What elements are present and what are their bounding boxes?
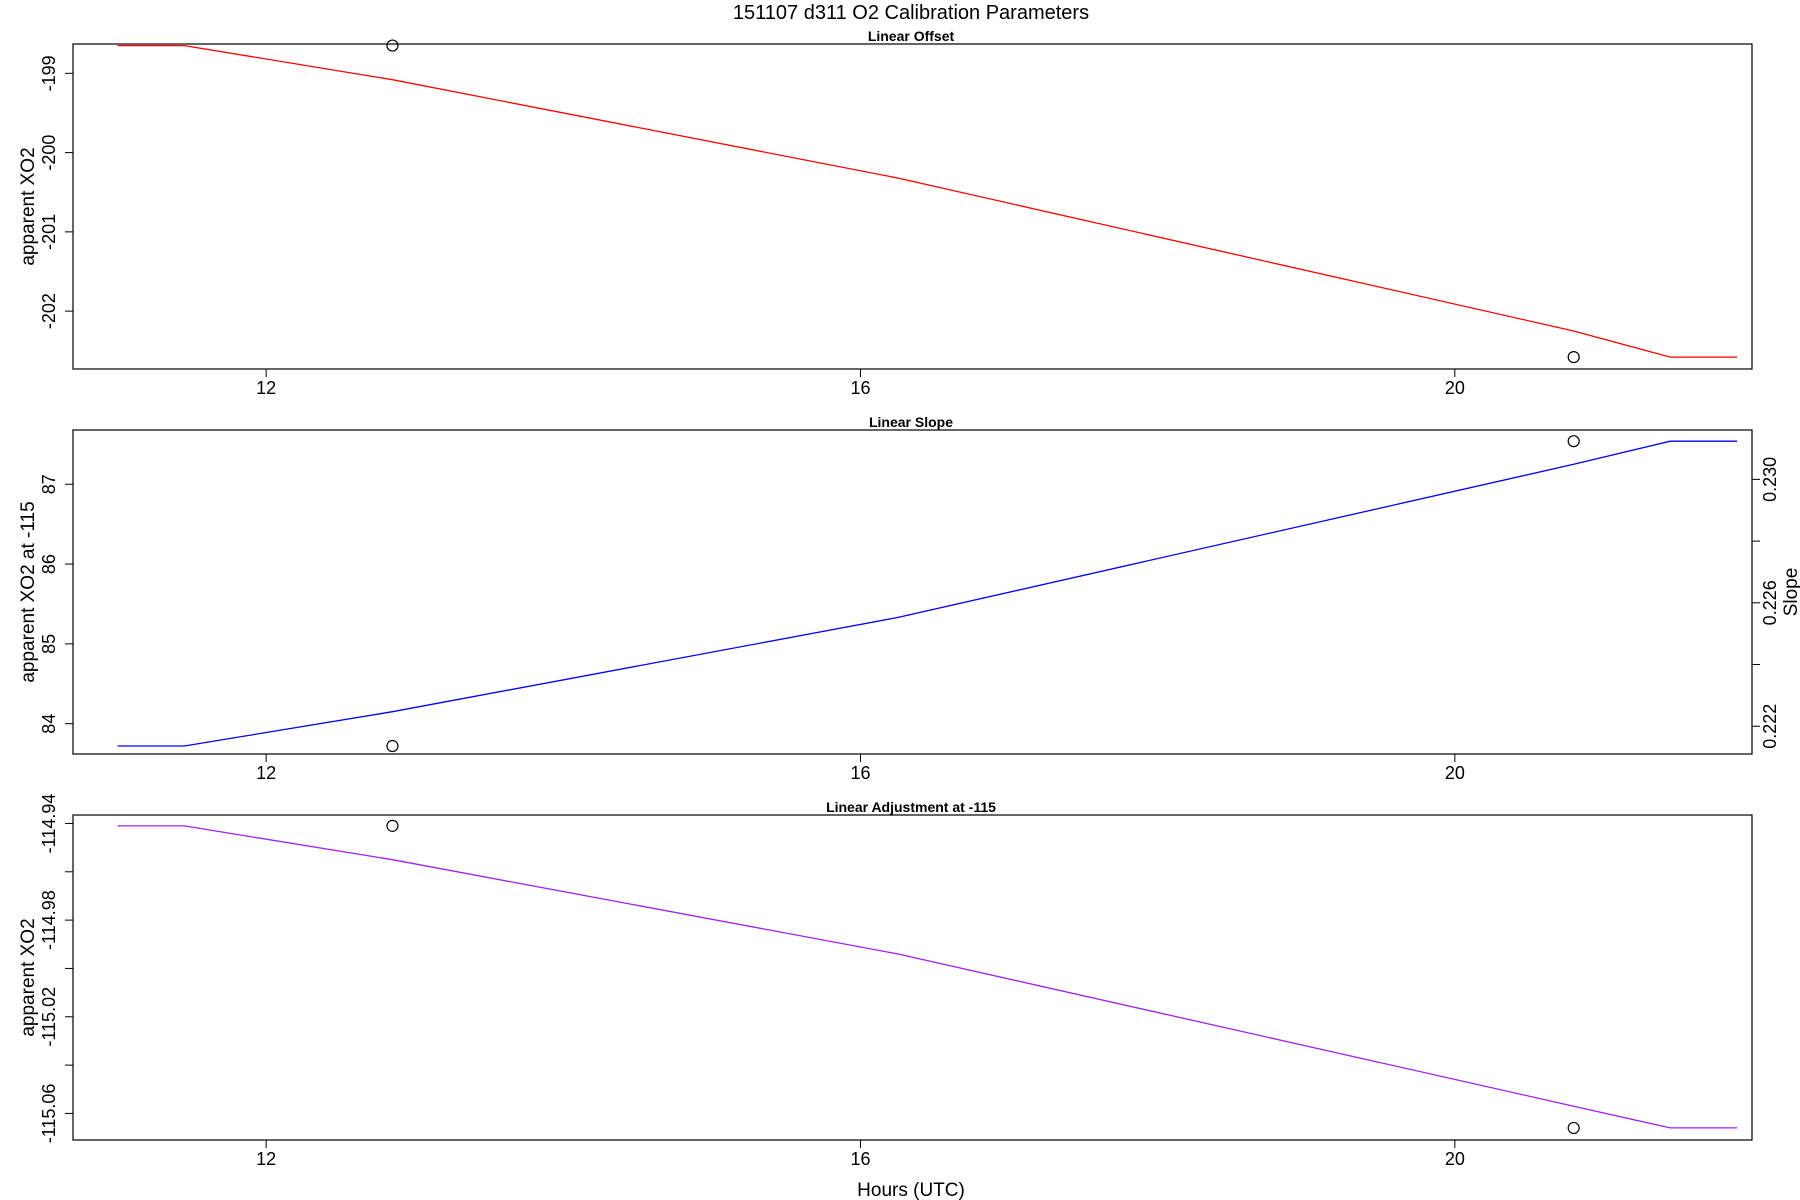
chart-panel: Linear Offset 12 16 20 -199 -200 -201 -202 appar… bbox=[18, 28, 1753, 398]
x-tick-label: 12 bbox=[256, 378, 276, 398]
y-axis-label: apparent XO2 at -115 bbox=[18, 501, 39, 682]
y-tick-label: 87 bbox=[39, 474, 59, 494]
panel-title: Linear Adjustment at -115 bbox=[826, 799, 996, 815]
right-y-tick-label: 0.222 bbox=[1760, 704, 1780, 749]
y-tick-label: -200 bbox=[39, 135, 59, 171]
x-tick-label: 12 bbox=[256, 763, 276, 783]
y-tick-label: -115.06 bbox=[39, 1084, 59, 1144]
x-tick-label: 20 bbox=[1445, 378, 1465, 398]
plot-frame bbox=[72, 429, 1753, 755]
y-tick-label: -114.98 bbox=[39, 890, 59, 950]
series-line bbox=[117, 825, 1738, 1129]
y-axis-label: apparent XO2 bbox=[18, 918, 39, 1036]
series-line bbox=[117, 44, 1738, 358]
x-tick-label: 20 bbox=[1445, 1149, 1465, 1169]
y-tick-label: 84 bbox=[39, 714, 59, 734]
data-point bbox=[1567, 351, 1580, 364]
data-point bbox=[386, 39, 399, 52]
plot-frame bbox=[72, 43, 1753, 370]
y-tick-label: 85 bbox=[39, 634, 59, 654]
right-y-tick-label: 0.226 bbox=[1760, 580, 1780, 625]
data-point bbox=[386, 739, 399, 753]
plot-frame bbox=[72, 814, 1753, 1141]
x-tick-label: 12 bbox=[256, 1149, 276, 1169]
panel-title: Linear Offset bbox=[868, 28, 955, 44]
data-point bbox=[1567, 1121, 1580, 1135]
data-point bbox=[1567, 435, 1580, 448]
x-axis-label: Hours (UTC) bbox=[857, 1180, 965, 1200]
panel-title: Linear Slope bbox=[869, 414, 953, 430]
y-tick-label: -202 bbox=[39, 293, 59, 329]
x-tick-label: 16 bbox=[850, 1149, 870, 1169]
panels: Linear Offset 12 16 20 -199 -200 -201 -202 appar… bbox=[18, 28, 1800, 1169]
y-tick-label: -199 bbox=[39, 55, 59, 91]
x-tick-label: 20 bbox=[1445, 763, 1465, 783]
right-y-axis-label: Slope bbox=[1781, 568, 1800, 617]
figure-title: 151107 d311 O2 Calibration Parameters bbox=[733, 2, 1089, 24]
chart-panel: Linear Adjustment at -115 12 16 20 -114.94 -1… bbox=[18, 794, 1753, 1169]
y-tick-label: 86 bbox=[39, 554, 59, 574]
x-tick-label: 16 bbox=[850, 378, 870, 398]
x-tick-label: 16 bbox=[850, 763, 870, 783]
data-point bbox=[386, 819, 399, 832]
series-line bbox=[117, 440, 1738, 747]
y-tick-label: -201 bbox=[39, 214, 59, 250]
y-axis-label: apparent XO2 bbox=[18, 147, 39, 265]
y-tick-label: -115.02 bbox=[39, 987, 59, 1047]
y-tick-label: -114.94 bbox=[39, 794, 59, 854]
right-y-tick-label: 0.230 bbox=[1760, 457, 1780, 502]
